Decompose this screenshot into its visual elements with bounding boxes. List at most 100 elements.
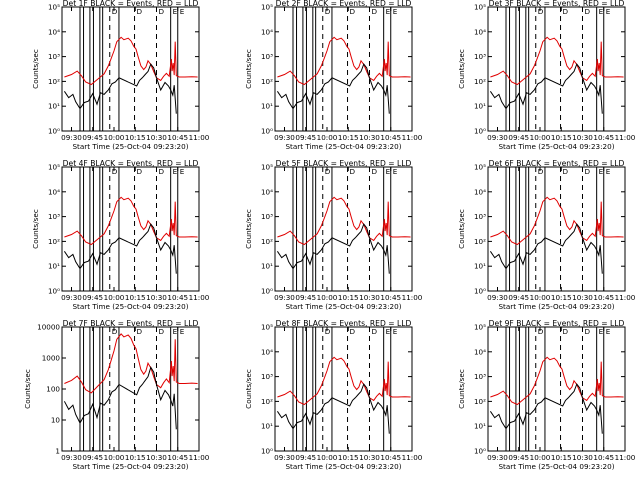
x-axis-label: Start Time (25-Oct-04 09:23:20) (499, 462, 615, 471)
marker-label: D (137, 327, 143, 336)
marker-label: D (563, 167, 569, 176)
x-tick-label: 10:30 (359, 133, 380, 142)
y-tick-label: 1 (55, 447, 60, 456)
y-tick-label: 1000 (42, 354, 61, 363)
x-tick-label: 10:00 (104, 293, 125, 302)
chart-title: Det 7F BLACK = Events, RED = LLD (63, 319, 199, 328)
y-tick-label: 10⁴ (474, 347, 486, 356)
series-line-lld (64, 333, 198, 394)
x-axis-label: Start Time (25-Oct-04 09:23:20) (499, 142, 615, 151)
y-axis-label: Counts/sec (31, 209, 40, 249)
x-tick-label: 10:15 (551, 293, 572, 302)
x-tick-label: 10:15 (125, 133, 146, 142)
y-tick-label: 10 (51, 416, 61, 425)
chart-title: Det 9F BLACK = Events, RED = LLD (489, 319, 625, 328)
x-tick-label: 09:30 (487, 133, 508, 142)
series-line-lld (490, 196, 624, 246)
x-tick-label: 11:00 (615, 133, 636, 142)
marker-label: E (599, 327, 604, 336)
y-tick-label: 10⁵ (474, 323, 486, 332)
y-axis-label: Counts/sec (23, 369, 32, 409)
marker-label: D (325, 7, 331, 16)
x-tick-label: 09:30 (61, 293, 82, 302)
y-tick-label: 10⁰ (474, 127, 486, 136)
x-tick-label: 09:45 (295, 133, 316, 142)
y-tick-label: 10⁴ (474, 27, 486, 36)
marker-label: E (393, 167, 398, 176)
x-tick-label: 09:45 (295, 293, 316, 302)
x-tick-label: 10:00 (104, 133, 125, 142)
x-tick-label: 10:15 (338, 133, 359, 142)
y-axis-label: Counts/sec (244, 49, 253, 89)
x-axis-label: Start Time (25-Oct-04 09:23:20) (73, 462, 189, 471)
x-tick-label: 09:45 (82, 453, 103, 462)
marker-label: D (158, 167, 164, 176)
chart-title: Det 6F BLACK = Events, RED = LLD (489, 159, 625, 168)
y-tick-label: 10³ (261, 372, 273, 381)
series-line-lld (277, 196, 411, 246)
x-tick-label: 10:15 (125, 293, 146, 302)
y-tick-label: 10⁴ (48, 27, 60, 36)
x-tick-label: 10:45 (593, 293, 614, 302)
chart-title: Det 1F BLACK = Events, RED = LLD (63, 0, 199, 8)
x-tick-label: 10:00 (530, 293, 551, 302)
y-axis-label: Counts/sec (31, 49, 40, 89)
y-axis-label: Counts/sec (244, 369, 253, 409)
x-tick-label: 10:30 (572, 133, 593, 142)
y-tick-label: 10¹ (261, 422, 273, 431)
y-tick-label: 10¹ (474, 422, 486, 431)
x-tick-label: 10:45 (380, 133, 401, 142)
plot-frame (61, 6, 200, 132)
y-tick-label: 10⁴ (474, 187, 486, 196)
y-tick-label: 10³ (474, 372, 486, 381)
y-tick-label: 10³ (261, 212, 273, 221)
series-line-lld (490, 36, 624, 86)
x-tick-label: 11:00 (189, 453, 210, 462)
x-tick-label: 09:45 (508, 293, 529, 302)
marker-label: D (350, 7, 356, 16)
series-line-events (63, 223, 177, 274)
series-line-events (489, 223, 603, 274)
x-axis-label: Start Time (25-Oct-04 09:23:20) (286, 302, 402, 311)
x-axis-label: Start Time (25-Oct-04 09:23:20) (286, 142, 402, 151)
y-tick-label: 10⁰ (261, 447, 273, 456)
marker-label: E (386, 327, 391, 336)
y-tick-label: 10⁴ (261, 27, 273, 36)
x-tick-label: 10:30 (146, 453, 167, 462)
y-tick-label: 10⁵ (474, 3, 486, 12)
chart-title: Det 4F BLACK = Events, RED = LLD (63, 159, 199, 168)
y-tick-label: 10⁵ (48, 163, 60, 172)
series-line-events (276, 383, 390, 434)
plot-frame (61, 166, 200, 292)
x-tick-label: 09:45 (82, 293, 103, 302)
x-tick-label: 09:30 (61, 453, 82, 462)
marker-label: D (563, 327, 569, 336)
y-tick-label: 10⁴ (48, 187, 60, 196)
y-tick-label: 10³ (48, 212, 60, 221)
x-tick-label: 10:00 (317, 133, 338, 142)
marker-label: E (173, 167, 178, 176)
marker-label: D (112, 327, 118, 336)
plot-frame (487, 326, 626, 452)
marker-label: D (538, 7, 544, 16)
y-tick-label: 10⁰ (261, 287, 273, 296)
y-tick-label: 10³ (261, 52, 273, 61)
x-tick-label: 10:00 (530, 453, 551, 462)
x-tick-label: 10:30 (359, 453, 380, 462)
y-tick-label: 10² (48, 237, 60, 246)
x-tick-label: 10:15 (551, 453, 572, 462)
y-tick-label: 10² (261, 397, 273, 406)
y-tick-label: 10⁵ (261, 323, 273, 332)
series-line-events (63, 366, 177, 430)
x-tick-label: 10:00 (104, 453, 125, 462)
plot-frame (487, 166, 626, 292)
x-tick-label: 11:00 (402, 453, 423, 462)
marker-label: E (173, 7, 178, 16)
